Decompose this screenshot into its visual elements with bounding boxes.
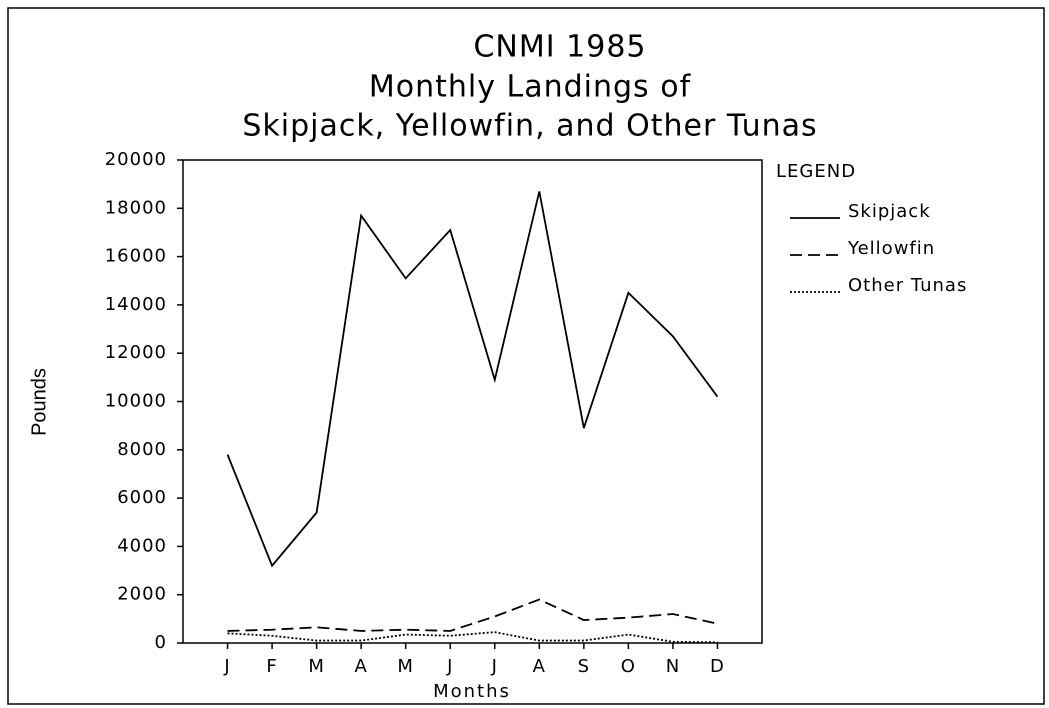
y-tick-label: 14000 [105,294,167,315]
y-tick-label: 10000 [105,391,167,412]
x-tick-label: J [223,656,230,677]
x-tick-label: J [491,656,498,677]
chart-title: Monthly Landings of [369,70,692,105]
y-tick-label: 0 [155,632,167,653]
legend-label: Other Tunas [848,275,967,296]
y-tick-label: 8000 [117,439,167,460]
x-tick-label: A [533,656,546,677]
x-tick-label: M [397,656,414,677]
series-line [227,631,718,644]
legend-title: LEGEND [776,161,856,182]
legend-label: Yellowfin [847,238,935,259]
x-tick-label: A [354,656,367,677]
y-tick-label: 18000 [105,197,167,218]
y-tick-label: 4000 [117,535,167,556]
x-tick-label: O [621,656,636,677]
series-line [227,598,718,632]
series-line [226,191,719,568]
y-tick-label: 12000 [105,342,167,363]
y-tick-label: 2000 [117,584,167,605]
x-tick-label: N [666,656,680,677]
x-tick-label: J [446,656,453,677]
x-tick-label: F [266,656,277,677]
chart-title: CNMI 1985 [473,30,646,65]
x-axis-label: Months [433,681,511,702]
x-tick-label: M [308,656,325,677]
y-tick-label: 6000 [117,487,167,508]
y-tick-label: 20000 [105,149,167,170]
y-axis-label: Pounds [28,368,50,436]
x-tick-label: D [710,656,725,677]
chart-title: Skipjack, Yellowfin, and Other Tunas [242,109,817,144]
x-tick-label: S [578,656,590,677]
y-tick-label: 16000 [105,246,167,267]
frame [7,7,1045,705]
legend-label: Skipjack [848,201,931,222]
plot-area [182,159,763,644]
